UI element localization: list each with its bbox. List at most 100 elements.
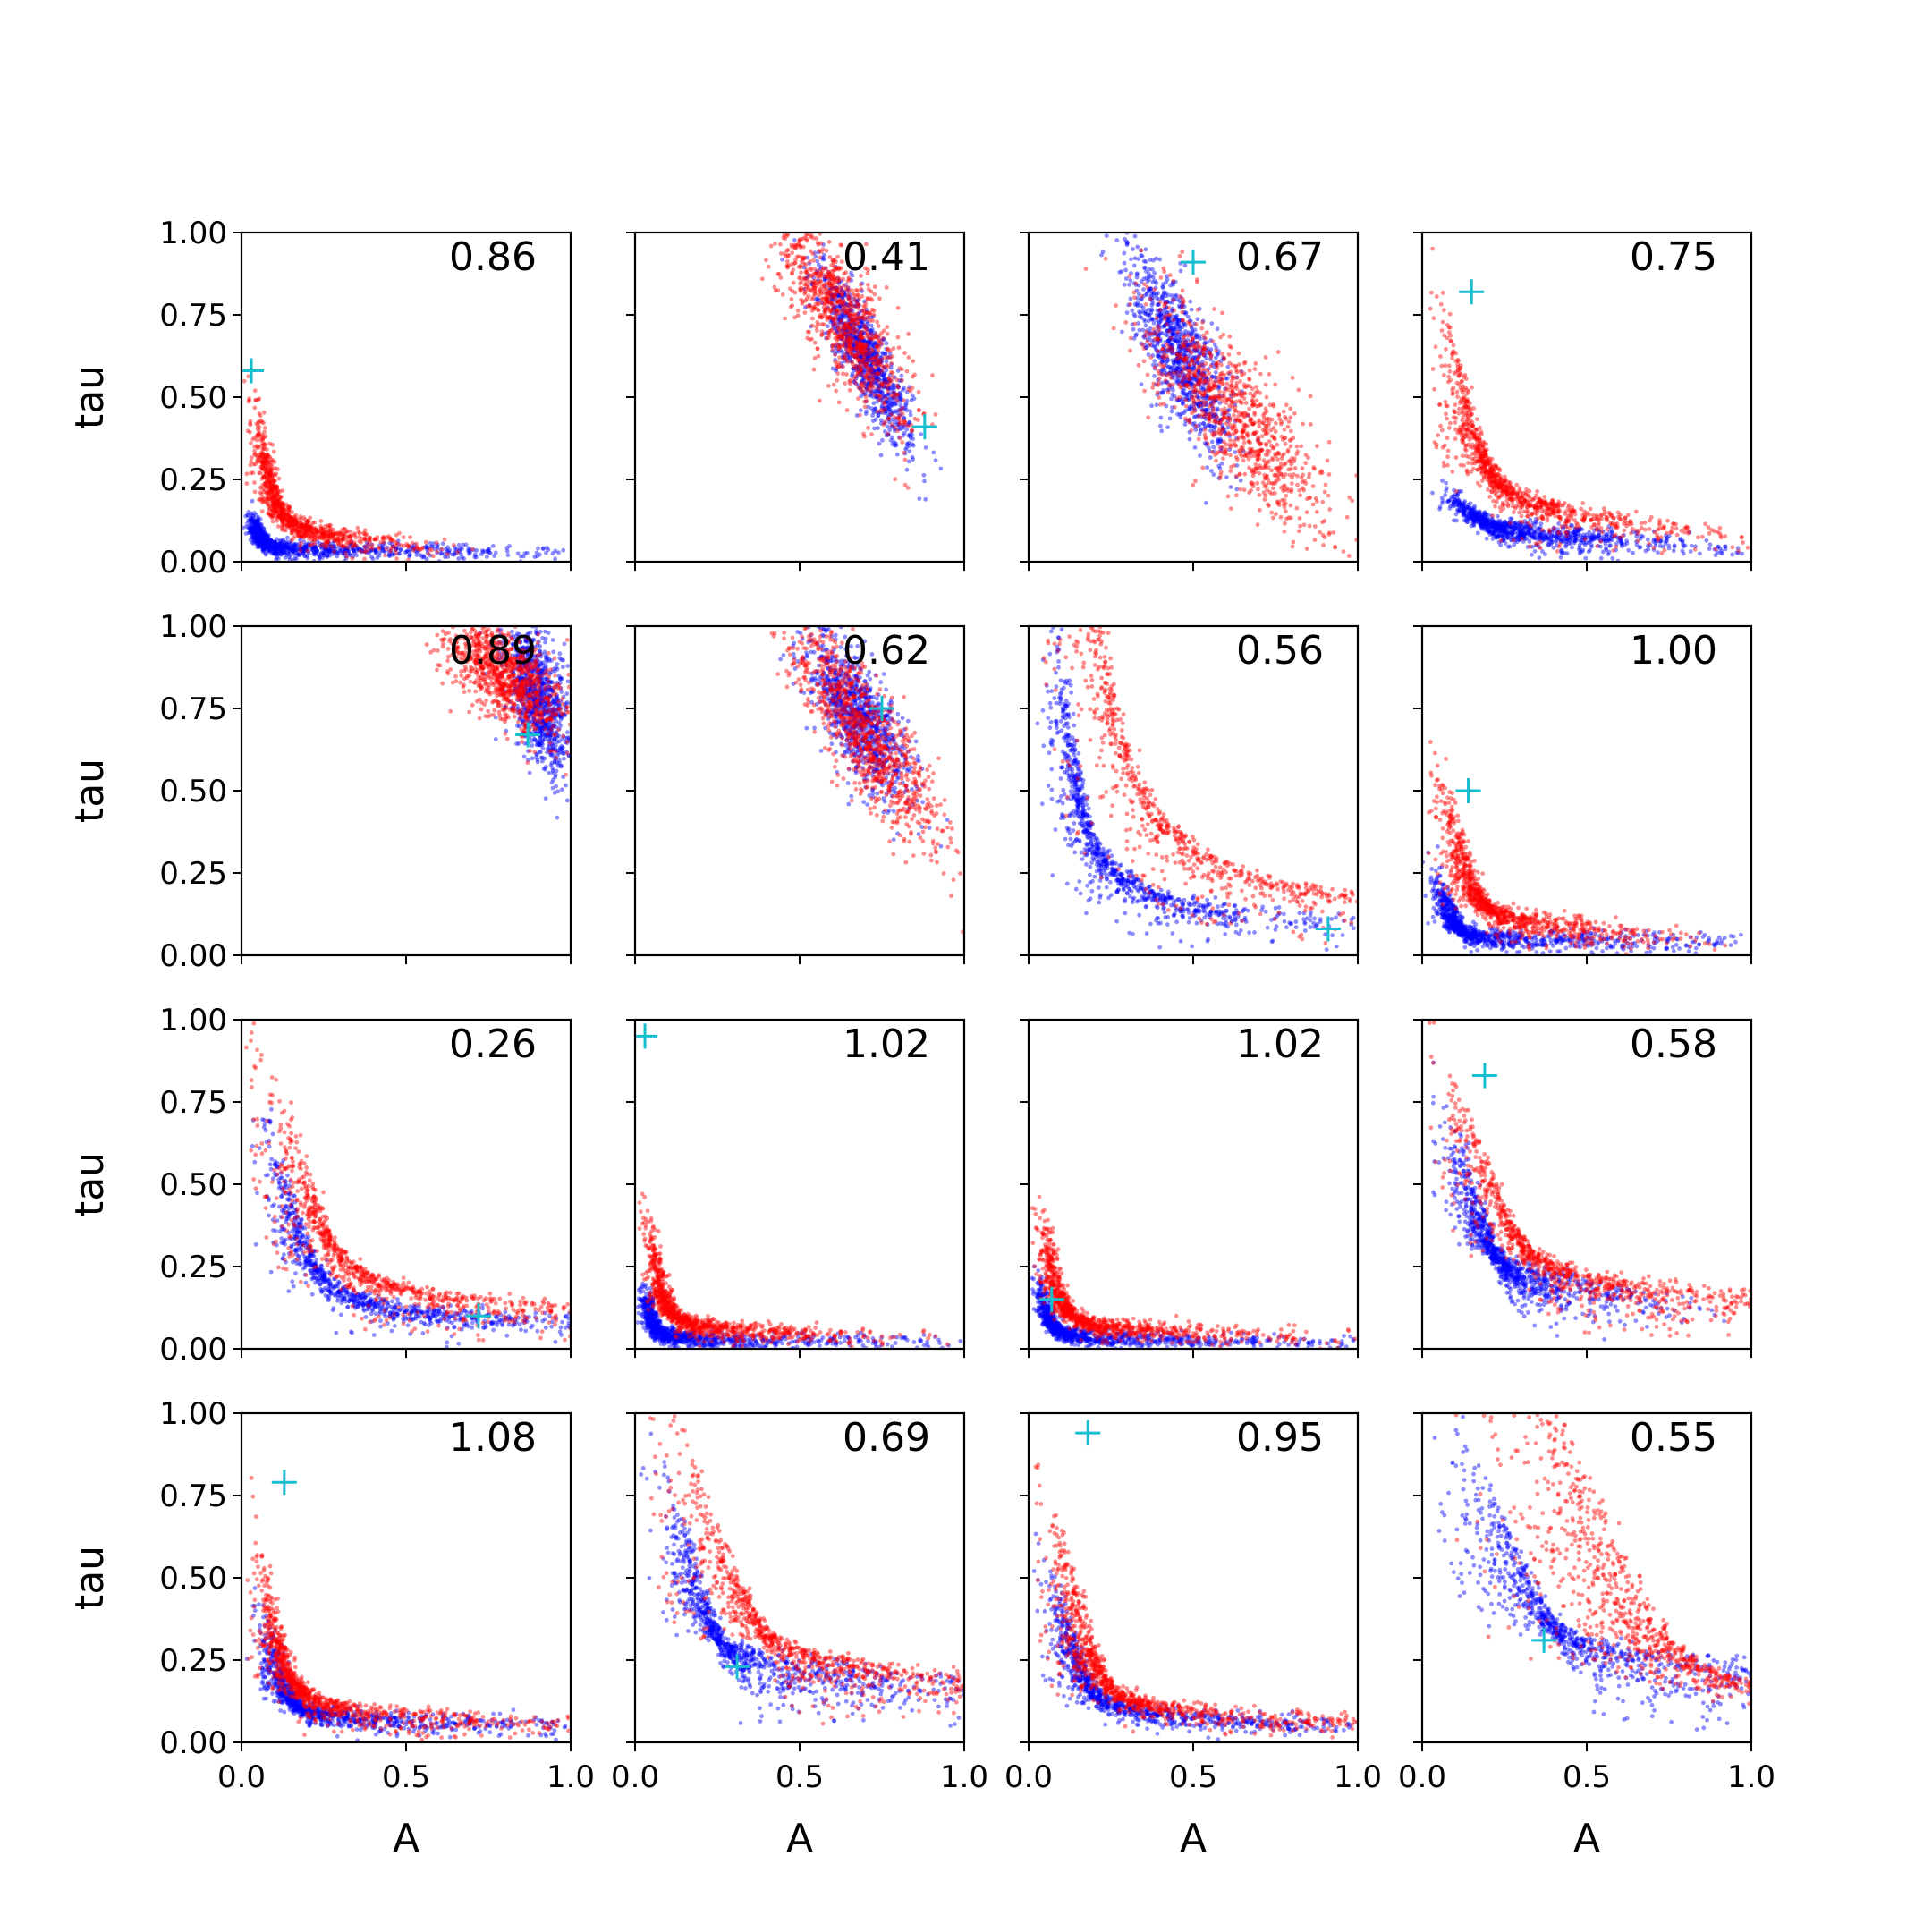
series-b-point (359, 536, 364, 541)
series-b-point (328, 522, 333, 528)
series-b-point (303, 533, 308, 538)
series-a-point (363, 544, 369, 549)
series-b-point (320, 536, 325, 541)
series-b-point (1195, 308, 1200, 312)
series-a-point (282, 549, 286, 554)
series-b-point (308, 525, 312, 530)
series-a-point (1224, 376, 1228, 381)
series-a-point (1164, 305, 1169, 310)
series-a-point (318, 541, 322, 547)
series-a-point (255, 524, 260, 529)
series-a-point (291, 547, 296, 553)
series-a-point (1175, 353, 1181, 359)
series-a-point (243, 531, 249, 536)
series-a-point (1176, 352, 1182, 356)
series-a-point (857, 335, 862, 339)
series-b-point (846, 275, 852, 281)
series-a-point (322, 547, 327, 553)
series-a-point (1135, 244, 1140, 250)
series-b-point (822, 322, 826, 327)
series-a-point (854, 343, 860, 348)
series-a-point (1174, 369, 1179, 374)
series-b-point (843, 329, 848, 335)
series-a-point (1212, 375, 1217, 379)
series-a-point (1149, 298, 1155, 302)
series-b-point (281, 517, 286, 522)
series-b-point (875, 344, 880, 350)
series-b-point (1165, 347, 1171, 352)
series-a-point (854, 341, 860, 346)
series-a-point (873, 345, 877, 350)
series-b-point (866, 366, 871, 371)
series-a-point (835, 342, 841, 347)
series-a-point (854, 343, 859, 349)
series-b-point (831, 277, 836, 283)
series-b-point (248, 419, 253, 424)
series-b-point (252, 452, 258, 457)
series-b-point (270, 508, 275, 513)
series-a-point (358, 547, 363, 552)
series-b-point (836, 266, 842, 270)
series-b-point (887, 382, 892, 387)
series-b-point (809, 233, 814, 238)
series-a-point (257, 524, 261, 530)
series-b-point (328, 533, 334, 538)
series-a-point (251, 536, 256, 541)
series-b-point (250, 436, 256, 442)
series-a-point (255, 521, 260, 526)
series-b-point (288, 520, 293, 525)
series-a-point (321, 553, 326, 558)
series-b-point (263, 434, 268, 439)
series-a-point (300, 547, 305, 552)
series-b-point (818, 275, 823, 279)
series-b-point (368, 535, 372, 540)
series-a-point (906, 422, 911, 428)
series-b-point (344, 538, 350, 543)
series-a-point (360, 547, 364, 553)
series-a-point (1216, 476, 1222, 480)
series-a-point (869, 381, 874, 386)
series-a-point (843, 293, 847, 298)
series-a-point (889, 424, 894, 429)
series-a-point (871, 353, 877, 359)
series-b-point (272, 500, 276, 504)
series-b-point (849, 348, 854, 353)
series-b-point (288, 519, 293, 524)
series-b-point (852, 317, 857, 322)
series-a-point (1224, 475, 1229, 479)
series-a-point (839, 319, 844, 324)
series-a-point (857, 337, 862, 343)
series-a-point (1228, 485, 1233, 489)
series-b-point (1252, 453, 1258, 459)
series-b-point (278, 495, 284, 500)
series-b-point (792, 261, 797, 266)
series-a-point (878, 381, 884, 386)
series-a-point (1157, 313, 1163, 318)
series-a-point (1147, 335, 1152, 340)
series-a-point (1168, 326, 1174, 331)
series-b-point (1216, 394, 1222, 399)
series-b-point (809, 323, 815, 328)
series-a-point (851, 334, 856, 339)
series-b-point (849, 317, 854, 322)
series-b-point (280, 508, 284, 513)
series-b-point (268, 472, 273, 477)
series-a-point (881, 377, 886, 383)
series-b-point (388, 538, 394, 543)
series-b-point (295, 524, 301, 529)
series-b-point (288, 521, 292, 526)
y-axis-label: tau (67, 365, 113, 429)
series-b-point (1220, 415, 1225, 420)
series-a-point (1169, 349, 1174, 354)
series-b-point (1233, 474, 1239, 479)
series-a-point (837, 303, 843, 309)
series-a-point (847, 332, 852, 337)
series-a-point (253, 521, 258, 527)
series-a-point (1163, 316, 1167, 320)
series-a-point (870, 353, 875, 359)
series-b-point (1260, 465, 1266, 470)
series-a-point (326, 539, 331, 545)
series-b-point (286, 523, 291, 528)
series-b-point (287, 516, 292, 521)
